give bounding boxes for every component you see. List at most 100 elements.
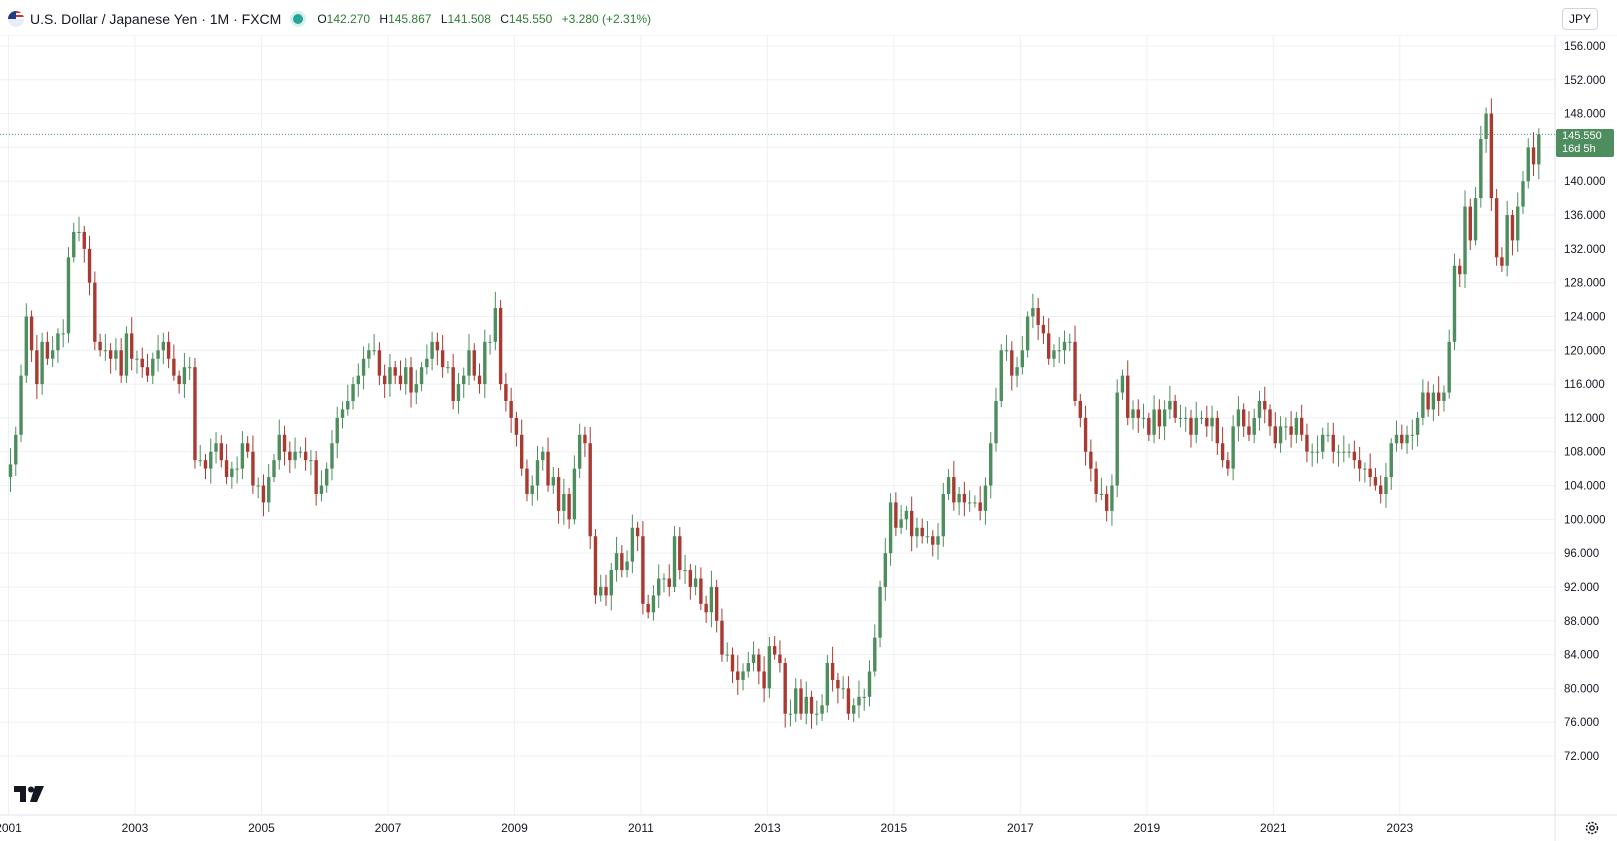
candle [1494,189,1499,266]
candle-body [888,502,893,554]
candle [488,334,492,355]
candle [398,360,403,391]
market-status-dot-icon[interactable] [293,14,304,24]
candle [193,358,197,469]
candle [87,235,92,296]
candle [1210,405,1214,442]
candle-body [1184,417,1188,419]
candle [1189,409,1193,448]
candle [140,347,144,378]
candle-body [757,654,761,672]
candle [583,426,587,458]
candle-body [720,620,724,655]
candle-body [1031,308,1035,317]
candle-body [203,460,208,469]
candle [251,435,255,494]
candle [915,517,919,548]
candle [1521,171,1525,214]
candle [741,663,745,691]
candle-body [1226,460,1230,469]
candle [667,564,671,597]
candle-body [219,443,223,461]
candle [367,343,371,369]
candle [1152,395,1156,444]
candle [836,672,840,704]
candle [462,367,466,398]
candle [1537,128,1541,180]
candle-body [504,384,508,401]
candle-body [1379,485,1383,494]
candle [556,467,561,524]
price-tick-label: 100.000 [1564,514,1606,526]
candle [1004,335,1009,361]
candle-body [251,451,255,486]
candle [899,505,903,534]
candle-body [245,443,250,452]
candle [1157,399,1162,440]
candle-body [119,350,123,376]
candle [599,574,603,602]
candle [182,352,187,398]
candle-body [952,477,956,503]
candle-body [588,443,592,537]
candle-body [1537,134,1541,165]
candle [983,477,988,525]
settings-gear-icon[interactable] [1584,820,1600,836]
candle-body [957,493,961,503]
candle [952,460,956,511]
candle [203,454,208,480]
candle-body [1094,468,1098,494]
candle-body [293,451,297,461]
candle [841,676,845,699]
candle-body [973,502,977,504]
candle-body [625,561,629,571]
candle-body [530,485,534,494]
candle-body [1073,341,1077,401]
candle-body [1273,426,1277,444]
candle-body [1394,434,1399,444]
candle [319,470,324,502]
time-axis[interactable]: 2001 2003 2005 2007 2009 2011 2013 2015 2017 2019… [0,821,1413,835]
candle-body [314,460,318,494]
candle-body [467,350,471,376]
price-tick-label: 80.000 [1564,683,1599,695]
candle [1310,443,1314,467]
candle [804,681,808,725]
candle-body [604,586,608,596]
candle [1315,435,1320,464]
price-tick-label: 148.000 [1564,109,1606,121]
candle-body [1458,265,1462,275]
time-tick-label: 2015 [881,821,908,835]
candle [857,680,861,719]
candle [567,487,571,529]
symbol-title[interactable]: U.S. Dollar / Japanese Yen · 1M · FXCM [30,11,282,27]
price-axis[interactable]: 156.000152.000148.000144.000140.000136.0… [1564,41,1606,763]
tradingview-logo-icon[interactable] [14,786,46,804]
candle-body [1321,434,1325,452]
candle [1205,405,1209,437]
candle [1331,422,1335,464]
candle-body [1099,493,1104,495]
candle [1062,330,1067,365]
candle-body [1215,417,1220,444]
candle [688,563,693,600]
price-tick-label: 152.000 [1564,75,1606,87]
candle-body [936,536,940,545]
candle [340,401,345,429]
candle-body [1426,392,1430,410]
candle-body [1310,451,1314,453]
candle [446,361,450,374]
currency-button[interactable]: JPY [1562,8,1598,30]
candle-body [282,434,287,452]
candle [114,338,118,371]
candle-body [1036,308,1040,325]
candle-body [1484,113,1488,139]
candle-body [1489,113,1494,199]
candle [498,299,503,391]
candle-body [230,468,234,478]
candle [293,437,297,469]
candle-body [151,358,155,376]
candle [1284,417,1288,441]
candle-body [1410,434,1415,436]
